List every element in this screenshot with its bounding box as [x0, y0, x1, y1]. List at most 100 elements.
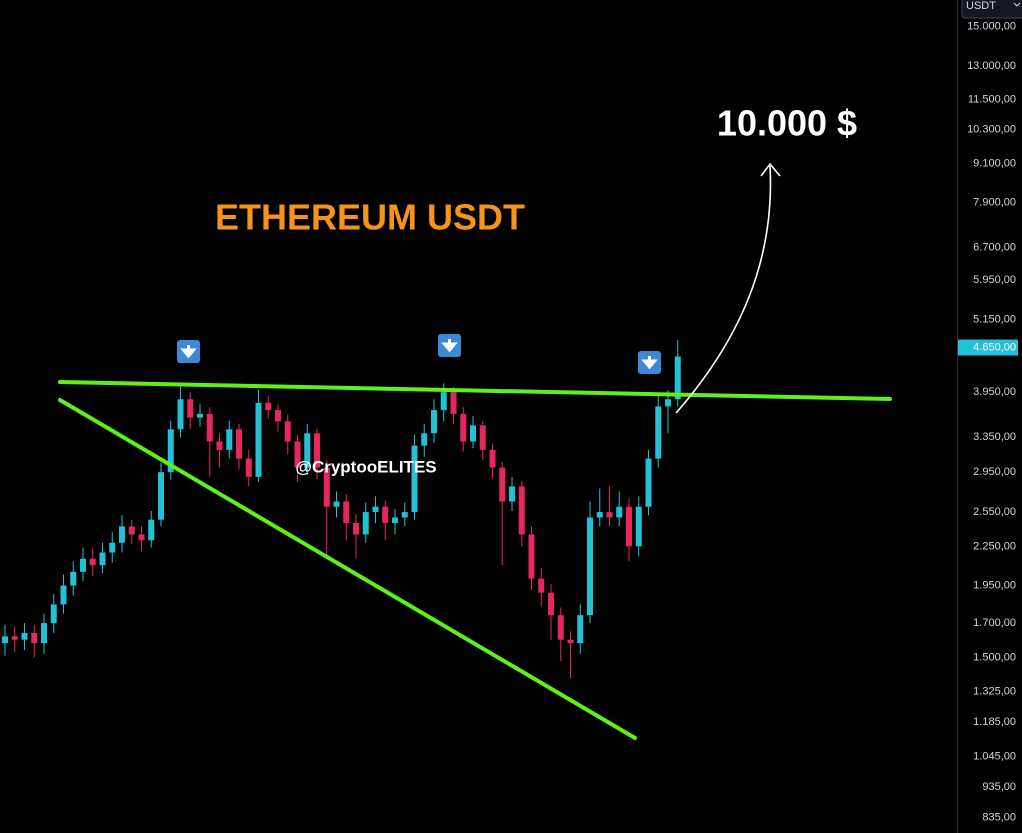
candle-body: [372, 506, 379, 513]
candle-body: [577, 615, 584, 644]
candle-body: [167, 429, 174, 473]
candle-body: [440, 392, 447, 411]
candle-body: [177, 399, 184, 430]
candle-body: [655, 406, 662, 459]
last-price-box: [958, 339, 1018, 356]
y-tick-label: 1.045,00: [973, 750, 1016, 762]
candle-body: [548, 592, 554, 616]
candle-body: [479, 425, 486, 450]
candle-body: [31, 632, 38, 644]
candle-body: [460, 413, 467, 442]
candle-body: [674, 356, 681, 400]
candle-body: [148, 519, 155, 541]
y-tick-label: 13.000,00: [967, 60, 1016, 72]
candle-body: [50, 604, 57, 624]
candle-body: [392, 517, 398, 524]
candle-body: [11, 636, 18, 640]
candle-body: [70, 571, 77, 586]
candle-body: [323, 467, 330, 507]
y-tick-label: 3.950,00: [973, 386, 1016, 398]
candle-body: [557, 615, 564, 640]
y-tick-label: 5.150,00: [973, 313, 1016, 325]
support-line: [58, 398, 637, 740]
currency-button[interactable]: USDT: [961, 0, 1022, 19]
y-tick-label: 2.550,00: [973, 506, 1016, 518]
candle-body: [216, 441, 223, 450]
y-tick-label: 7.900,00: [973, 196, 1016, 208]
candle-body: [353, 523, 359, 535]
down-marker: [177, 340, 200, 363]
candle-body: [470, 425, 476, 442]
candle-body: [382, 506, 389, 524]
y-tick-label: 1.700,00: [973, 617, 1016, 629]
currency-label[interactable]: USDT: [966, 0, 996, 12]
candle-body: [187, 399, 194, 418]
y-tick-label: 835,00: [982, 812, 1016, 824]
candle-body: [499, 467, 506, 502]
y-tick-label: 1.325,00: [973, 685, 1016, 697]
y-tick-label: 935,00: [982, 781, 1016, 793]
candle-body: [596, 512, 603, 518]
y-tick-label: 11.500,00: [968, 93, 1016, 105]
candle-body: [362, 512, 369, 535]
candle-body: [343, 501, 350, 524]
candle-body: [401, 512, 408, 518]
y-tick-label: 15.000,00: [967, 21, 1016, 33]
candle-body: [109, 542, 116, 553]
down-marker: [438, 334, 461, 357]
button-frame[interactable]: [961, 0, 1022, 19]
candle-body: [294, 441, 301, 468]
candle-body: [158, 472, 164, 520]
y-tick-label: 10.300,00: [967, 124, 1016, 136]
candle-body: [128, 526, 135, 535]
candle-body: [411, 445, 418, 513]
candle-body: [206, 413, 213, 442]
candle-body: [606, 512, 613, 518]
candle-body: [226, 429, 233, 450]
candle-body: [431, 410, 437, 434]
watermark: @CryptooELITES: [295, 457, 436, 476]
candle-body: [2, 636, 8, 644]
y-tick-label: 2.250,00: [973, 540, 1016, 552]
y-tick-label: 1.950,00: [973, 579, 1016, 591]
candle-body: [41, 623, 47, 644]
candle-body: [119, 526, 125, 543]
candle-body: [538, 578, 545, 593]
last-price-label: 4.650,00: [973, 341, 1016, 353]
candle-body: [236, 429, 242, 459]
candle-body: [645, 458, 652, 507]
candle-body: [304, 433, 311, 468]
candle-body: [314, 433, 320, 468]
y-tick-label: 3.350,00: [973, 431, 1016, 443]
candle-body: [518, 486, 525, 535]
target-arrowhead: [760, 162, 781, 177]
candles: [2, 339, 681, 679]
target-annotation: 10.000 $: [717, 103, 857, 144]
y-tick-label: 9.100,00: [973, 158, 1016, 170]
candle-body: [489, 449, 496, 468]
candle-body: [21, 632, 28, 640]
candle-body: [333, 501, 340, 507]
candle-body: [665, 399, 671, 407]
resistance-line: [58, 380, 892, 401]
y-tick-label: 2.950,00: [973, 466, 1016, 478]
candle-body: [509, 486, 515, 502]
candle-body: [587, 517, 593, 616]
candle-body: [89, 558, 96, 566]
y-tick-label: 1.500,00: [973, 651, 1016, 663]
down-marker: [638, 351, 661, 374]
price-axis: 15.000,00 13.000,00 11.500,00 10.300,00 9.10…: [958, 21, 1018, 824]
candle-body: [567, 639, 574, 644]
dropdown-caret[interactable]: [1013, 2, 1021, 7]
candle-body: [265, 402, 272, 411]
candle-body: [60, 585, 67, 605]
chart-title: ETHEREUM USDT: [215, 197, 525, 238]
candle-body: [80, 558, 86, 572]
candle-body: [138, 534, 145, 541]
y-tick-label: 6.700,00: [973, 241, 1016, 253]
candle-body: [284, 421, 291, 442]
candle-body: [528, 534, 535, 579]
